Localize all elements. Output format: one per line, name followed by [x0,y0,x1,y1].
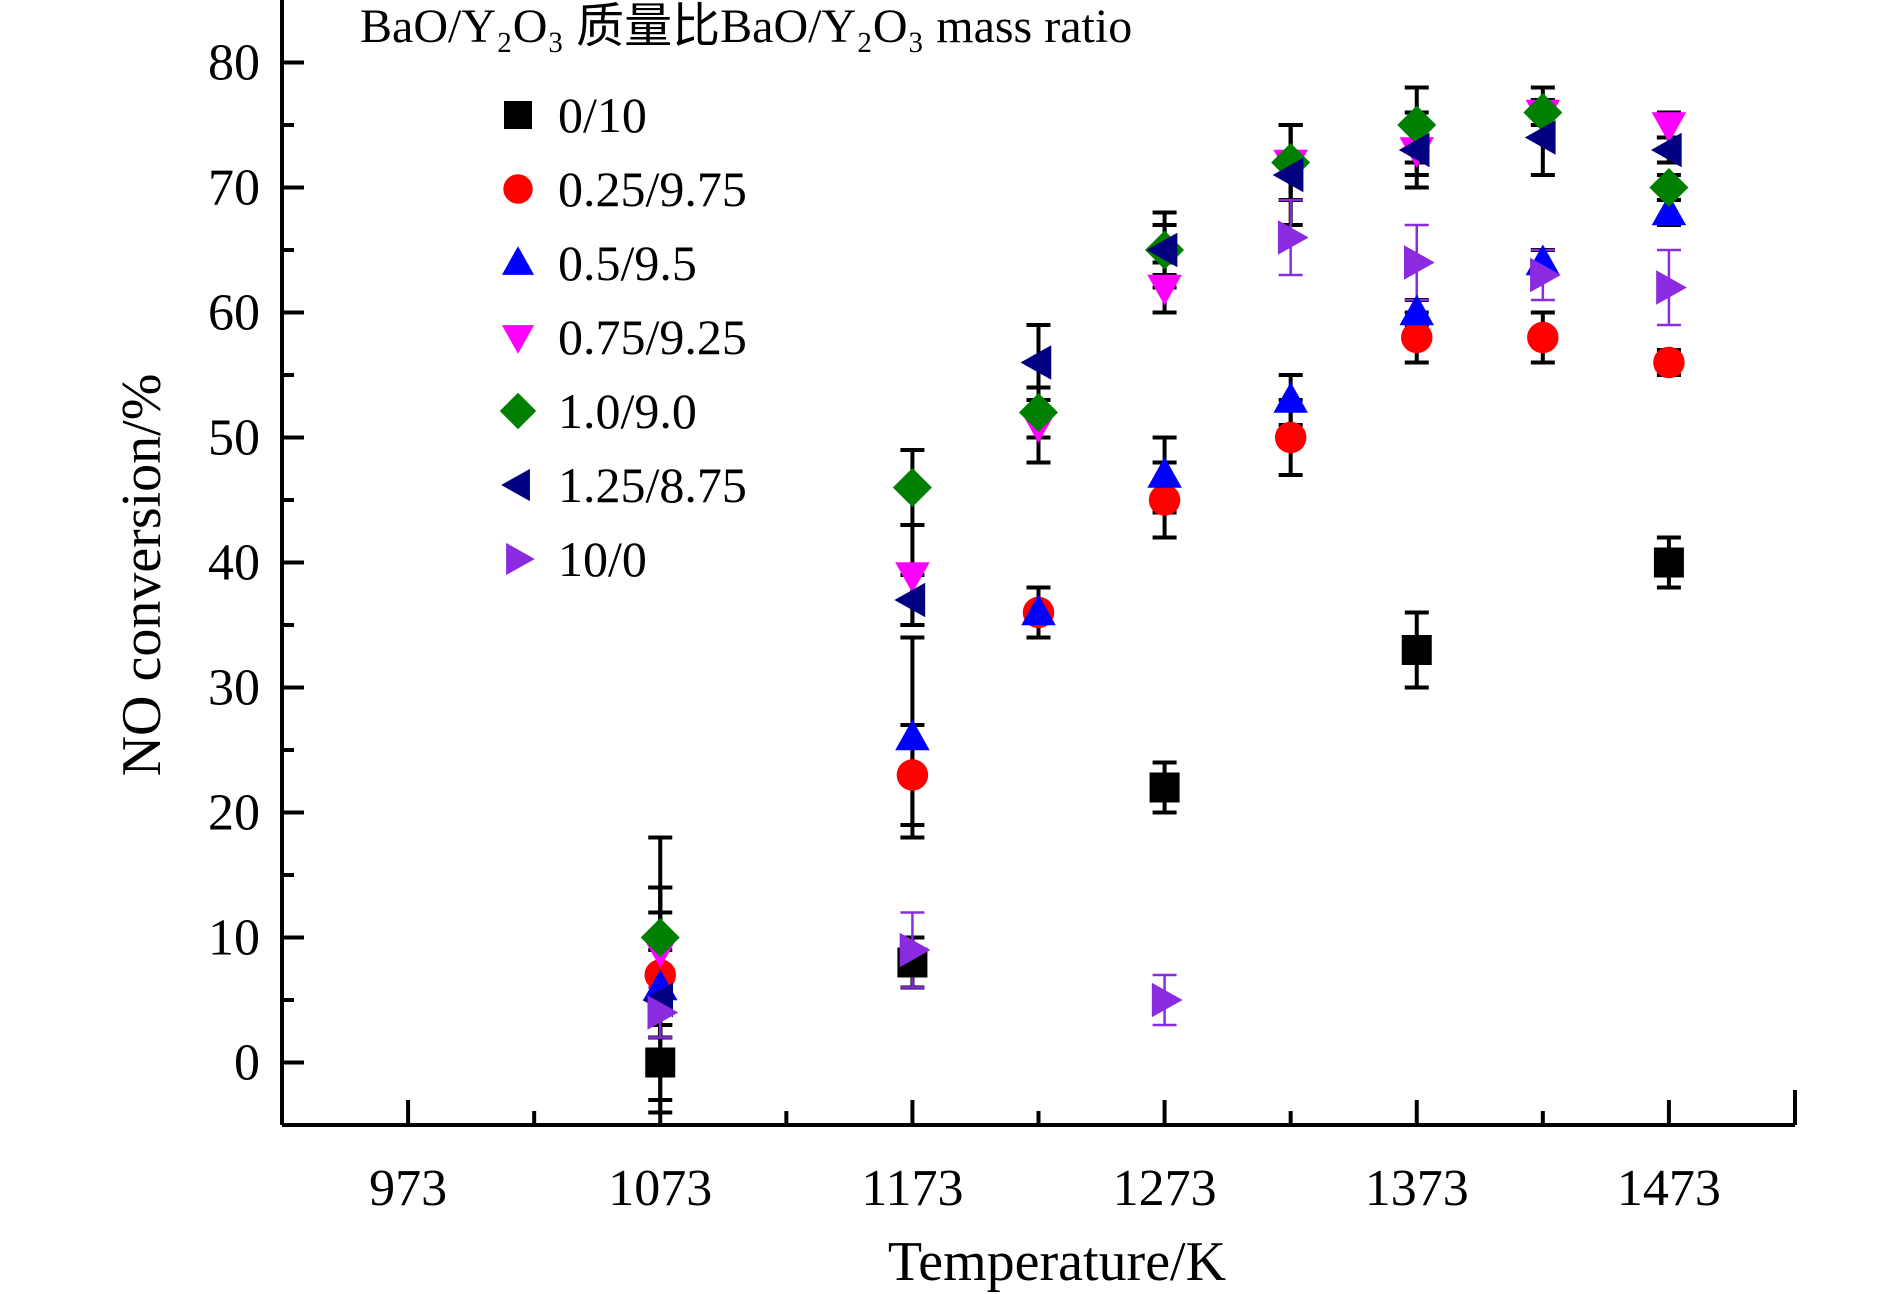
data-point-triangle-right [899,932,931,968]
legend-label: 1.25/8.75 [558,457,747,513]
y-tick-label: 20 [208,785,260,842]
legend-label: 0.75/9.25 [558,309,747,365]
legend-label: 0/10 [558,87,647,143]
legend-marker-square [504,101,532,129]
legend-marker-triangle-up [501,246,535,275]
data-point-triangle-down [1147,274,1182,306]
data-point-triangle-left [894,582,926,618]
data-point-diamond [1523,93,1563,132]
data-point-triangle-left [1020,345,1052,380]
y-tick-label: 30 [208,660,260,717]
y-tick-label: 10 [208,910,260,967]
legend-marker-triangle-right [506,542,535,576]
y-tick-label: 60 [208,285,260,342]
x-tick-label: 1473 [1617,1160,1721,1217]
data-point-triangle-up [1273,382,1308,413]
legend-title: BaO/Y₂O₃ 质量比BaO/Y₂O₃ mass ratio [360,0,1132,53]
data-point-square [1401,635,1432,665]
legend-marker-triangle-left [501,468,530,502]
data-point-triangle-up [1021,594,1056,626]
y-tick-label: 50 [208,410,260,467]
data-point-triangle-right [1656,270,1687,305]
legend-label: 0.25/9.75 [558,161,747,217]
data-point-triangle-left [1398,132,1430,168]
data-point-circle [1148,484,1181,516]
x-tick-label: 1273 [1113,1160,1217,1217]
data-point-triangle-right [1530,257,1561,293]
x-tick-label: 1373 [1365,1160,1469,1217]
data-point-circle [1653,346,1685,379]
data-point-circle [1527,321,1559,354]
x-tick-label: 1073 [608,1160,712,1217]
data-point-triangle-up [1147,457,1182,488]
legend-marker-diamond [499,392,537,430]
y-tick-label: 0 [234,1035,260,1092]
data-point-triangle-right [647,995,679,1030]
legend-label: 10/0 [558,531,647,587]
data-point-triangle-left [1650,132,1682,168]
data-point-diamond [1019,393,1058,432]
axes: 0 10 20 30 40 50 60 70 80 973 1073 1173 1273 1373 1473 [208,0,1797,1217]
data-point-triangle-left [1146,232,1178,268]
legend-marker-triangle-down [501,325,535,354]
legend: 0/10 0.25/9.75 0.5/9.5 0.75/9.25 1.0/9.0 1.25… [499,87,747,587]
data-point-circle [1401,321,1433,354]
data-point-square [1149,772,1180,803]
data-point-triangle-up [1651,194,1687,226]
data-point-diamond [1649,168,1689,207]
data-point-diamond [640,918,680,957]
x-axis-title: Temperature/K [888,1231,1226,1293]
data-point-triangle-left [1272,157,1304,193]
legend-label: 0.5/9.5 [558,235,697,291]
data-point-triangle-down [895,562,930,593]
data-point-square [1653,547,1684,578]
data-point-triangle-right [1277,220,1309,255]
data-point-diamond [892,468,932,507]
data-point-triangle-up [1399,294,1434,326]
y-tick-label: 80 [208,35,260,92]
data-point-triangle-down [1651,112,1687,143]
y-tick-label: 40 [208,535,260,592]
x-tick-label: 973 [369,1160,447,1217]
data-point-triangle-up [895,719,930,751]
data-point-triangle-right [1404,245,1435,280]
legend-marker-circle [503,174,533,204]
x-tick-label: 1173 [861,1160,963,1217]
data-point-circle [1274,421,1307,454]
data-point-triangle-left [1524,120,1556,155]
y-tick-label: 70 [208,160,260,217]
y-axis-title: NO conversion/% [111,374,173,777]
data-point-square [645,1047,676,1078]
data-point-circle [896,759,929,791]
data-markers [640,93,1689,1078]
legend-label: 1.0/9.0 [558,383,697,439]
data-point-triangle-right [1151,982,1183,1018]
